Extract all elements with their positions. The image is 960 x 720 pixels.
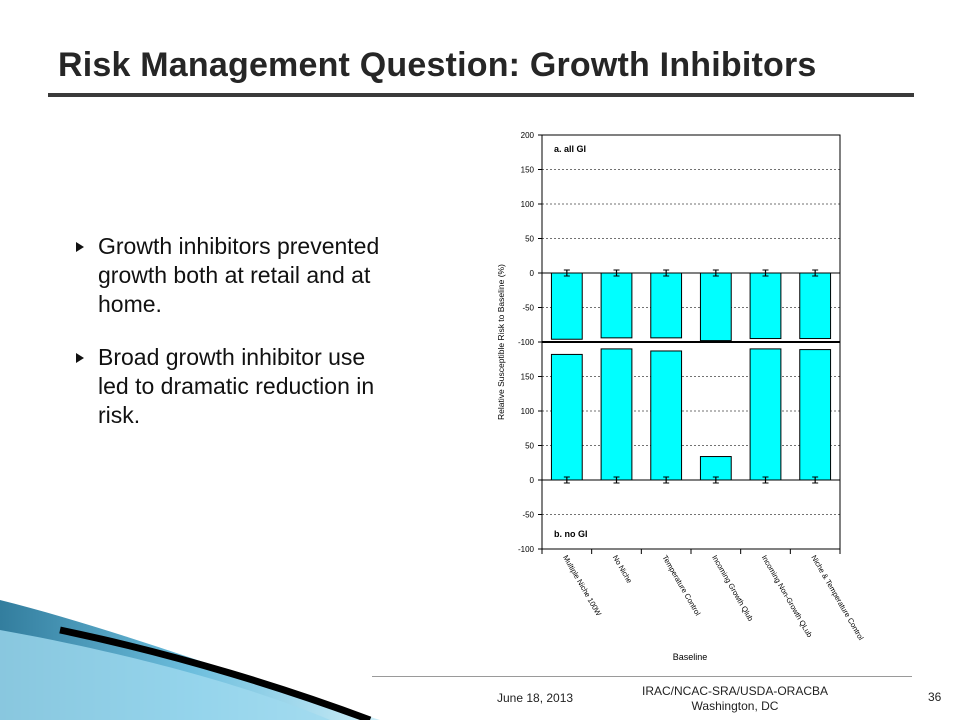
decorative-swoosh	[0, 600, 380, 720]
bullet-text: Growth inhibitors prevented growth both …	[98, 233, 380, 317]
footer-org-line: IRAC/NCAC-SRA/USDA-ORACBA	[641, 684, 829, 698]
arrow-bullet-icon	[76, 242, 84, 252]
footer-rule	[372, 676, 912, 677]
footer-organization: IRAC/NCAC-SRA/USDA-ORACBA Washington, DC	[630, 684, 840, 714]
x-category-label: Multiple Niche 100W	[561, 554, 604, 619]
x-category-label: No Niche	[611, 554, 634, 585]
y-tick-label: 50	[525, 442, 534, 451]
bar	[799, 349, 832, 481]
bar	[749, 348, 782, 481]
y-tick-label: -50	[522, 511, 534, 520]
bullet-item: Growth inhibitors prevented growth both …	[72, 232, 402, 319]
bar	[699, 456, 732, 481]
y-tick-label: 200	[521, 131, 535, 140]
bar	[550, 353, 583, 481]
bullet-text: Broad growth inhibitor use led to dramat…	[98, 344, 375, 428]
bar	[650, 350, 683, 481]
y-axis-label: Relative Susceptible Risk to Baseline (%…	[496, 264, 506, 420]
bullet-list: Growth inhibitors prevented growth both …	[72, 232, 402, 454]
y-tick-label: 0	[530, 269, 535, 278]
x-category-label: Incoming Growth Qlub	[710, 554, 755, 623]
bar	[650, 272, 683, 339]
bar	[699, 272, 732, 342]
footer-date: June 18, 2013	[497, 691, 574, 705]
y-tick-label: 0	[530, 476, 535, 485]
bar	[600, 348, 633, 481]
y-tick-label: -50	[522, 304, 534, 313]
y-tick-label: 150	[521, 373, 535, 382]
swoosh-light-band	[0, 630, 330, 720]
panel-label: b. no GI	[554, 529, 588, 539]
title-underline	[48, 93, 914, 97]
y-tick-label: 150	[521, 166, 535, 175]
panel-label: a. all GI	[554, 144, 586, 154]
bar	[600, 272, 633, 339]
page-number: 36	[928, 690, 942, 704]
slide-title: Risk Management Question: Growth Inhibit…	[58, 46, 817, 84]
y-tick-label: 50	[525, 235, 534, 244]
footer-location-line: Washington, DC	[691, 699, 779, 713]
y-tick-label: -100	[518, 545, 535, 554]
arrow-bullet-icon	[76, 353, 84, 363]
y-tick-label: 100	[521, 407, 535, 416]
y-tick-label: 100	[521, 200, 535, 209]
x-category-label: Niche & Temperature Control	[809, 554, 865, 642]
x-category-label: Temperature Control	[660, 554, 702, 618]
x-category-label: Incoming Non-Growth QLub	[760, 554, 814, 639]
bullet-item: Broad growth inhibitor use led to dramat…	[72, 343, 402, 430]
swoosh-black-stroke	[59, 626, 372, 720]
bar	[749, 272, 782, 340]
y-tick-label: -100	[518, 338, 535, 347]
bar-chart: 200 150 100 50 0 -50 -100 a. all GI 150 100 50 0 -50…	[496, 131, 866, 662]
bar	[799, 272, 832, 340]
x-axis-label: Baseline	[673, 652, 708, 662]
bar	[550, 272, 583, 340]
